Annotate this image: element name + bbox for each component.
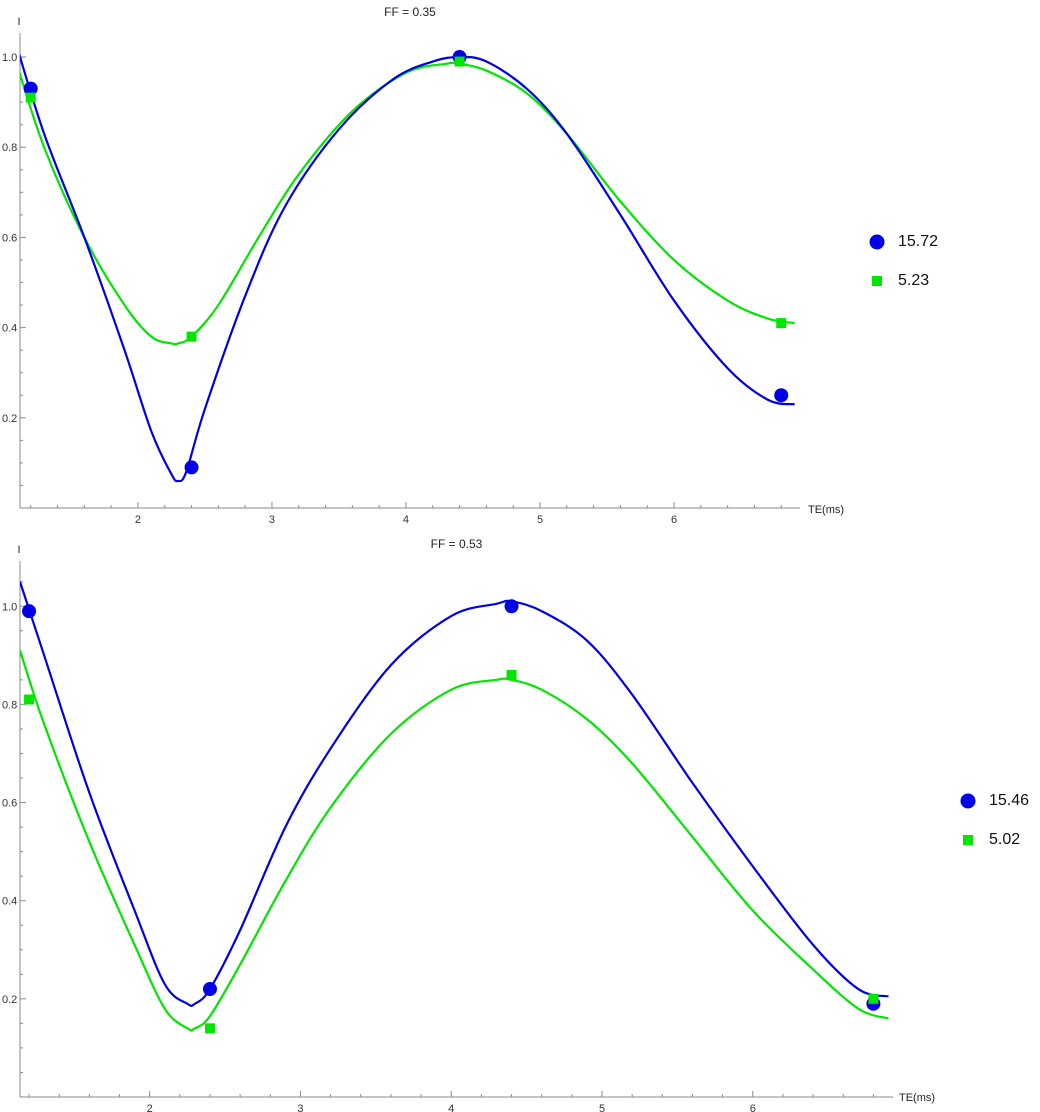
y-tick-label: 1.0 — [2, 601, 17, 613]
y-axis-label: I — [17, 16, 20, 28]
y-tick-label: 0.4 — [2, 323, 17, 335]
y-tick-label: 0.6 — [2, 798, 17, 810]
data-point-5.02 — [24, 694, 35, 705]
x-tick-label: 4 — [448, 1103, 454, 1112]
x-axis-label: TE(ms) — [899, 1092, 935, 1104]
data-point-15.72 — [774, 388, 789, 403]
y-tick-label: 0.8 — [2, 142, 17, 154]
data-point-15.72 — [184, 460, 199, 475]
x-tick-label: 6 — [671, 514, 677, 526]
data-point-15.46 — [22, 604, 37, 619]
legend-marker-square — [963, 835, 973, 845]
legend-label: 15.46 — [989, 792, 1029, 809]
y-tick-label: 0.2 — [2, 413, 17, 425]
chart-panel-2: FF = 0.53 2 3 4 5 6 0.2 0.4 0.6 0.8 1.0 TE(ms) I 15.4… — [2, 537, 1029, 1112]
fit-curve-15.72 — [20, 52, 795, 483]
data-point-5.23 — [186, 331, 197, 342]
data-point-15.46 — [504, 599, 519, 614]
legend-marker-circle — [869, 234, 885, 250]
data-point-15.72 — [23, 81, 38, 96]
y-tick-label: 0.8 — [2, 699, 17, 711]
x-tick-label: 5 — [599, 1103, 605, 1112]
y-tick-label: 0.6 — [2, 232, 17, 244]
data-point-15.46 — [202, 982, 217, 997]
x-tick-label: 2 — [147, 1103, 153, 1112]
x-tick-label: 3 — [269, 514, 275, 526]
data-point-5.02 — [868, 993, 879, 1004]
x-tick-label: 5 — [537, 514, 543, 526]
fit-curve-5.02 — [20, 650, 889, 1032]
legend-marker-square — [872, 276, 882, 286]
data-point-5.02 — [204, 1023, 215, 1034]
y-tick-label: 0.4 — [2, 896, 17, 908]
legend-label: 5.23 — [898, 272, 929, 289]
x-tick-label: 4 — [403, 514, 409, 526]
data-point-5.02 — [506, 669, 517, 680]
y-tick-label: 1.0 — [2, 52, 17, 64]
x-tick-label: 6 — [750, 1103, 756, 1112]
y-tick-label: 0.2 — [2, 994, 17, 1006]
legend-marker-circle — [960, 793, 976, 809]
x-tick-label: 3 — [297, 1103, 303, 1112]
legend-label: 15.72 — [898, 233, 938, 250]
x-tick-label: 2 — [135, 514, 141, 526]
data-point-5.23 — [25, 92, 36, 103]
fit-curve-5.23 — [20, 61, 795, 346]
y-axis-label: I — [17, 544, 20, 556]
x-axis-label: TE(ms) — [808, 504, 844, 516]
data-point-5.23 — [454, 56, 465, 67]
chart-panel-1: FF = 0.35 2 3 4 5 6 0.2 0.4 0.6 0.8 1.0 TE(ms) I 15.7… — [2, 5, 938, 526]
data-point-5.23 — [776, 318, 787, 329]
fit-curve-15.46 — [20, 581, 889, 1007]
chart-title: FF = 0.35 — [384, 5, 436, 19]
chart-title: FF = 0.53 — [431, 537, 483, 551]
legend-label: 5.02 — [989, 831, 1020, 848]
